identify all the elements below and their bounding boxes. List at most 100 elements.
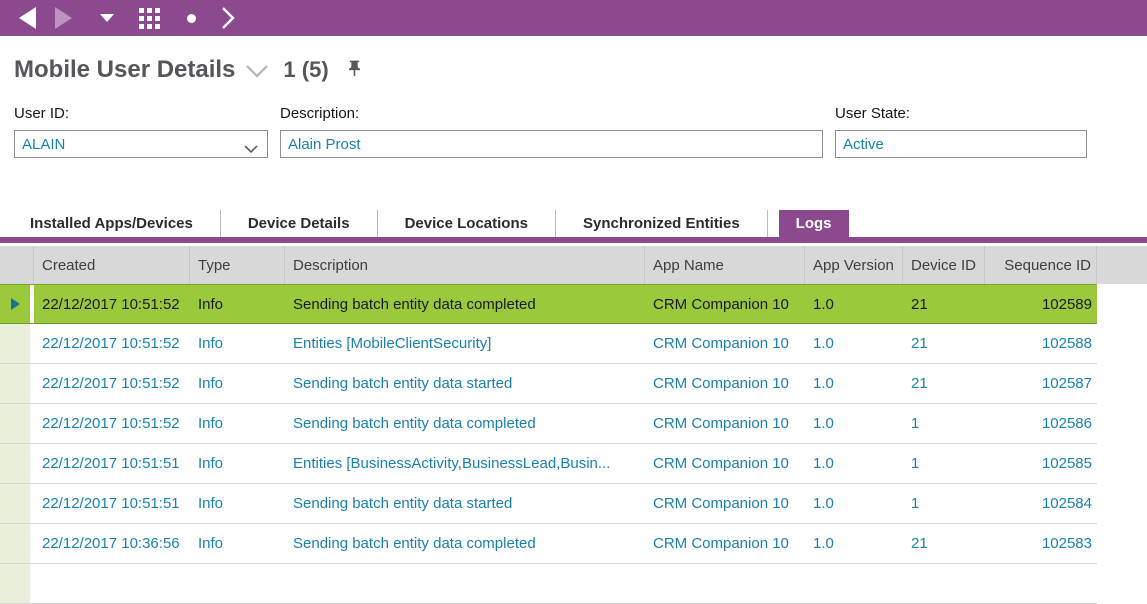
log-cell-app-name: CRM Companion 10 [653,375,789,392]
column-header-app-version[interactable]: App Version [805,246,903,284]
user-id-label: User ID: [14,105,70,122]
log-cell-description: Sending batch entity data completed [293,415,536,432]
log-cell-device-id: 1 [911,455,920,472]
log-cell-app-version: 1.0 [813,455,834,472]
tab-bar: Installed Apps/Devices Device Details De… [0,210,1147,243]
row-marker-cell[interactable] [0,285,34,323]
logs-table-body: 22/12/2017 10:51:52 Info Sending batch ent… [0,284,1147,604]
log-cell-description: Sending batch entity data started [293,375,513,392]
description-label: Description: [280,105,360,122]
row-filler [1097,444,1147,484]
log-cell-created: 22/12/2017 10:36:56 [42,535,180,552]
tab-synchronized-entities[interactable]: Synchronized Entities [556,210,768,237]
header-filler [1097,246,1147,284]
column-header-app-name[interactable]: App Name [645,246,805,284]
log-cell-app-name: CRM Companion 10 [653,415,789,432]
log-cell-created: 22/12/2017 10:51:51 [42,495,180,512]
log-cell-device-id: 1 [911,415,920,432]
log-cell-description: Entities [BusinessActivity,BusinessLead,… [293,455,611,472]
tab-underline [0,237,1147,243]
log-row[interactable]: 22/12/2017 10:51:52 Info Sending batch ent… [0,404,1147,444]
log-cell-app-name: CRM Companion 10 [653,335,789,352]
user-state-field[interactable]: Active [835,130,1087,158]
log-cell-app-version: 1.0 [813,335,834,352]
log-cell-sequence-id: 102586 [1041,415,1092,432]
log-cell-type: Info [198,335,224,352]
log-cell-type: Info [198,535,224,552]
tab-logs[interactable]: Logs [778,210,849,237]
log-row[interactable]: 22/12/2017 10:36:56 Info Sending batch ent… [0,524,1147,564]
row-marker-cell[interactable] [0,404,34,443]
description-value: Alain Prost [288,135,361,153]
row-marker-cell[interactable] [0,444,34,483]
log-cell-created: 22/12/2017 10:51:51 [42,455,180,472]
row-marker-cell[interactable] [0,524,34,563]
log-row[interactable]: 22/12/2017 10:51:52 Info Sending batch ent… [0,364,1147,404]
user-id-value: ALAIN [22,135,66,153]
record-dot-icon[interactable] [187,13,196,23]
log-cell-created: 22/12/2017 10:51:52 [42,415,180,432]
history-dropdown-caret-icon[interactable] [100,14,114,22]
log-cell-device-id: 21 [911,375,928,392]
log-cell-created: 22/12/2017 10:51:52 [42,335,180,352]
log-cell-app-name: CRM Companion 10 [653,495,789,512]
column-header-description[interactable]: Description [285,246,645,284]
log-cell-app-version: 1.0 [813,535,834,552]
row-filler [1097,284,1147,324]
log-cell-app-version: 1.0 [813,415,834,432]
log-cell-sequence-id: 102583 [1041,535,1092,552]
selected-row-arrow-icon [10,298,20,310]
log-cell-created: 22/12/2017 10:51:52 [42,295,180,313]
log-cell-app-version: 1.0 [813,375,834,392]
log-row[interactable]: 22/12/2017 10:51:51 Info Sending batch ent… [0,484,1147,524]
log-cell-device-id: 21 [911,295,928,313]
column-header-sequence-id[interactable]: Sequence ID [985,246,1097,284]
column-header-type[interactable]: Type [190,246,285,284]
user-state-label: User State: [835,105,911,122]
log-cell-device-id: 21 [911,535,928,552]
record-position: 1 (5) [283,57,329,82]
log-cell-app-version: 1.0 [813,295,834,313]
row-marker-cell[interactable] [0,364,34,403]
log-row[interactable]: 22/12/2017 10:51:52 Info Sending batch ent… [0,284,1147,324]
user-state-value: Active [843,135,884,153]
description-field[interactable]: Alain Prost [280,130,823,158]
row-filler [1097,364,1147,404]
title-chevron-down-icon[interactable] [245,64,269,84]
back-icon[interactable] [19,7,36,29]
log-cell-description: Sending batch entity data started [293,495,513,512]
log-cell-type: Info [198,455,224,472]
tab-installed-apps-devices[interactable]: Installed Apps/Devices [3,210,221,237]
log-cell-sequence-id: 102585 [1041,455,1092,472]
log-row[interactable]: 22/12/2017 10:51:52 Info Entities [MobileC… [0,324,1147,364]
log-cell-description: Entities [MobileClientSecurity] [293,335,492,352]
row-filler [1097,524,1147,564]
forward-icon[interactable] [55,7,72,29]
user-summary-form: User ID: ALAIN Description: Alain Prost … [0,105,1147,177]
log-cell-sequence-id: 102587 [1041,375,1092,392]
column-header-created[interactable]: Created [34,246,190,284]
log-cell-sequence-id: 102584 [1041,495,1092,512]
log-row[interactable]: 22/12/2017 10:51:51 Info Entities [Busines… [0,444,1147,484]
column-header-device-id[interactable]: Device ID [903,246,985,284]
app-grid-icon[interactable] [139,7,160,29]
user-id-select[interactable]: ALAIN [14,130,268,158]
row-filler [1097,404,1147,444]
log-cell-app-name: CRM Companion 10 [653,295,789,313]
log-cell-type: Info [198,375,224,392]
top-toolbar [0,0,1147,36]
pin-icon[interactable] [345,59,364,83]
log-cell-type: Info [198,495,224,512]
log-cell-created: 22/12/2017 10:51:52 [42,375,180,392]
log-cell-app-name: CRM Companion 10 [653,455,789,472]
tab-device-locations[interactable]: Device Locations [378,210,556,237]
log-cell-type: Info [198,415,224,432]
logs-table-header: Created Type Description App Name App Ve… [0,246,1147,284]
log-cell-app-version: 1.0 [813,495,834,512]
chevron-right-icon[interactable] [220,5,236,31]
log-row-partial [0,564,1147,604]
log-cell-app-name: CRM Companion 10 [653,535,789,552]
row-marker-cell[interactable] [0,324,34,363]
row-marker-cell[interactable] [0,484,34,523]
tab-device-details[interactable]: Device Details [221,210,378,237]
